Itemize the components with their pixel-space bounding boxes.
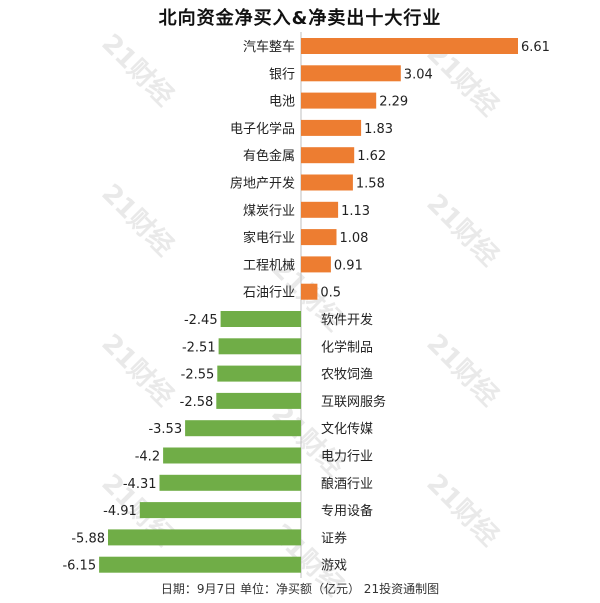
- bar-net-buy: [301, 174, 353, 191]
- value-label: 1.13: [341, 204, 370, 219]
- value-label: -4.2: [135, 450, 160, 465]
- value-label: 6.61: [521, 40, 550, 55]
- category-label: 家电行业: [243, 230, 295, 246]
- chart-footer: 日期：9月7日 单位：净买额（亿元） 21投资通制图: [160, 582, 440, 596]
- bar-net-buy: [301, 119, 362, 136]
- chart-title: 北向资金净买入&净卖出十大行业: [158, 8, 442, 29]
- category-label: 电子化学品: [230, 121, 295, 137]
- bar-net-sell: [217, 365, 301, 382]
- category-label: 电池: [269, 95, 295, 110]
- value-label: 0.91: [334, 258, 363, 273]
- value-label: -2.45: [184, 313, 218, 328]
- category-label: 煤炭行业: [243, 204, 295, 219]
- bar-net-sell: [139, 502, 301, 519]
- bar-net-sell: [108, 529, 301, 546]
- value-label: -2.58: [180, 395, 214, 410]
- value-label: -2.55: [181, 368, 215, 383]
- value-label: -2.51: [182, 340, 216, 355]
- bar-net-sell: [185, 420, 301, 437]
- value-label: -4.31: [123, 477, 157, 492]
- category-label: 有色金属: [243, 148, 295, 164]
- value-label: 1.62: [357, 149, 386, 164]
- category-label: 互联网服务: [321, 394, 386, 410]
- value-label: -6.15: [62, 559, 96, 574]
- category-label: 工程机械: [243, 258, 295, 273]
- category-label: 化学制品: [321, 339, 373, 355]
- value-label: -3.53: [148, 422, 182, 437]
- value-label: 2.29: [379, 95, 408, 110]
- category-label: 软件开发: [321, 312, 373, 328]
- bar-net-buy: [301, 201, 339, 218]
- value-label: 3.04: [404, 67, 433, 82]
- value-label: 0.5: [320, 286, 341, 301]
- category-label: 电力行业: [321, 450, 373, 465]
- bar-net-sell: [99, 556, 301, 573]
- category-label: 银行: [269, 67, 295, 82]
- value-label: 1.58: [356, 177, 385, 192]
- bar-net-sell: [159, 474, 301, 491]
- category-label: 房地产开发: [230, 176, 295, 192]
- category-label: 汽车整车: [243, 39, 295, 55]
- value-label: 1.08: [340, 231, 369, 246]
- category-label: 酿酒行业: [321, 476, 373, 492]
- value-label: 1.83: [364, 122, 393, 137]
- category-label: 文化传媒: [321, 422, 373, 437]
- bar-net-buy: [301, 256, 331, 273]
- value-label: -5.88: [71, 531, 105, 546]
- category-label: 游戏: [321, 559, 347, 574]
- category-label: 农牧饲渔: [321, 368, 373, 383]
- bar-net-buy: [301, 38, 518, 54]
- bar-net-sell: [218, 338, 301, 355]
- category-label: 专用设备: [321, 503, 373, 519]
- category-label: 石油行业: [243, 286, 295, 301]
- bar-net-sell: [163, 447, 301, 464]
- category-label: 证券: [321, 530, 347, 546]
- bar-net-sell: [220, 311, 301, 327]
- value-label: -4.91: [103, 504, 137, 519]
- bar-net-buy: [301, 147, 355, 164]
- bar-net-buy: [301, 92, 377, 109]
- bar-net-buy: [301, 283, 318, 300]
- bar-net-buy: [301, 65, 401, 82]
- bar-net-buy: [301, 229, 337, 246]
- bar-net-sell: [216, 392, 301, 409]
